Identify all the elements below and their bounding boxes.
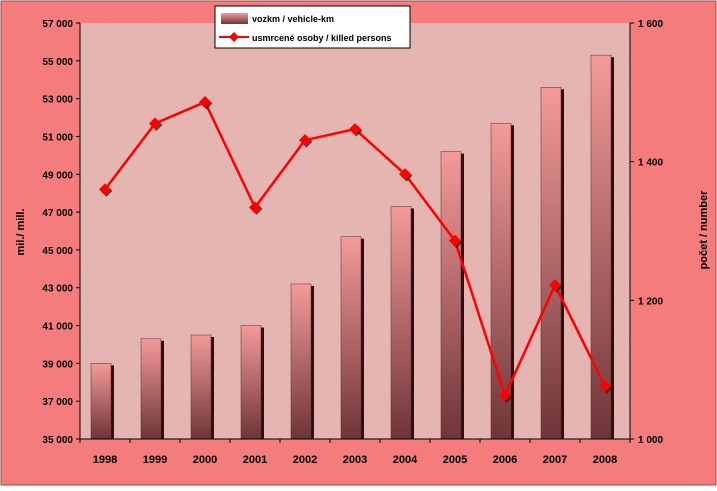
y-left-tick-label: 41 000 — [42, 322, 73, 333]
x-tick-label-2000: 2000 — [193, 454, 217, 466]
x-tick-label-2002: 2002 — [293, 454, 317, 466]
legend: vozkm / vehicle-km usmrcené osoby / kill… — [214, 5, 411, 49]
x-tick-label-2006: 2006 — [493, 454, 517, 466]
y-left-tick-label: 51 000 — [42, 132, 73, 143]
marker-1999 — [149, 117, 161, 130]
marker-2003 — [349, 123, 361, 136]
x-tick-label-2004: 2004 — [393, 454, 418, 466]
y-left-tick-label: 39 000 — [42, 359, 73, 370]
marker-2007 — [549, 279, 561, 292]
marker-2005 — [449, 234, 461, 247]
x-tick-label-1998: 1998 — [93, 454, 117, 466]
marker-2000 — [199, 96, 211, 109]
y-left-tick-label: 43 000 — [42, 284, 73, 295]
bar-2007 — [540, 87, 562, 440]
legend-marker-diamond — [229, 32, 239, 42]
x-tick-label-2001: 2001 — [243, 454, 267, 466]
bar-2008 — [590, 54, 612, 440]
bar-2000 — [190, 334, 212, 440]
axes-layer — [79, 23, 631, 440]
marker-2008 — [599, 380, 611, 393]
marker-2004 — [399, 168, 411, 181]
y-left-tick-label: 57 000 — [42, 19, 73, 30]
bar-2001 — [240, 325, 262, 440]
legend-bar-swatch — [221, 13, 248, 24]
x-tick-label-2003: 2003 — [343, 454, 367, 466]
y-left-tick-label: 37 000 — [42, 397, 73, 408]
y-right-tick-label: 1 600 — [638, 19, 663, 30]
y-left-tick-label: 47 000 — [42, 208, 73, 219]
legend-label-vehicle-km: vozkm / vehicle-km — [252, 14, 334, 24]
x-tick-label-2005: 2005 — [443, 454, 467, 466]
bar-1998 — [90, 363, 112, 440]
bar-2003 — [340, 236, 362, 440]
y-right-tick-label: 1 400 — [638, 158, 663, 169]
marker-2001 — [249, 201, 261, 214]
ticks-layer: 35 000 37 000 39 000 41 000 43 000 45 000 47 0… — [42, 19, 663, 466]
y-axis-left-title: mil./ mill. — [15, 208, 27, 255]
marker-1998 — [99, 183, 111, 196]
x-tick-label-2007: 2007 — [543, 454, 567, 466]
x-tick-label-1999: 1999 — [143, 454, 167, 466]
y-left-tick-label: 49 000 — [42, 170, 73, 181]
marker-2006 — [499, 389, 511, 402]
y-axis-right-title: počet / number — [698, 190, 710, 270]
bar-2002 — [290, 283, 312, 440]
bar-1999 — [140, 338, 162, 440]
y-right-tick-label: 1 000 — [638, 435, 663, 446]
bar-2005 — [440, 151, 462, 440]
y-left-tick-label: 55 000 — [42, 57, 73, 68]
x-tick-label-2008: 2008 — [593, 454, 617, 466]
y-left-tick-label: 45 000 — [42, 246, 73, 257]
y-right-tick-label: 1 200 — [638, 296, 663, 307]
bar-2004 — [390, 206, 412, 440]
legend-label-killed-persons: usmrcené osoby / killed persons — [252, 33, 392, 43]
y-left-tick-label: 53 000 — [42, 95, 73, 106]
y-left-tick-label: 35 000 — [42, 435, 73, 446]
marker-2002 — [299, 134, 311, 147]
bars-layer — [90, 54, 614, 440]
line-layer — [99, 96, 613, 403]
